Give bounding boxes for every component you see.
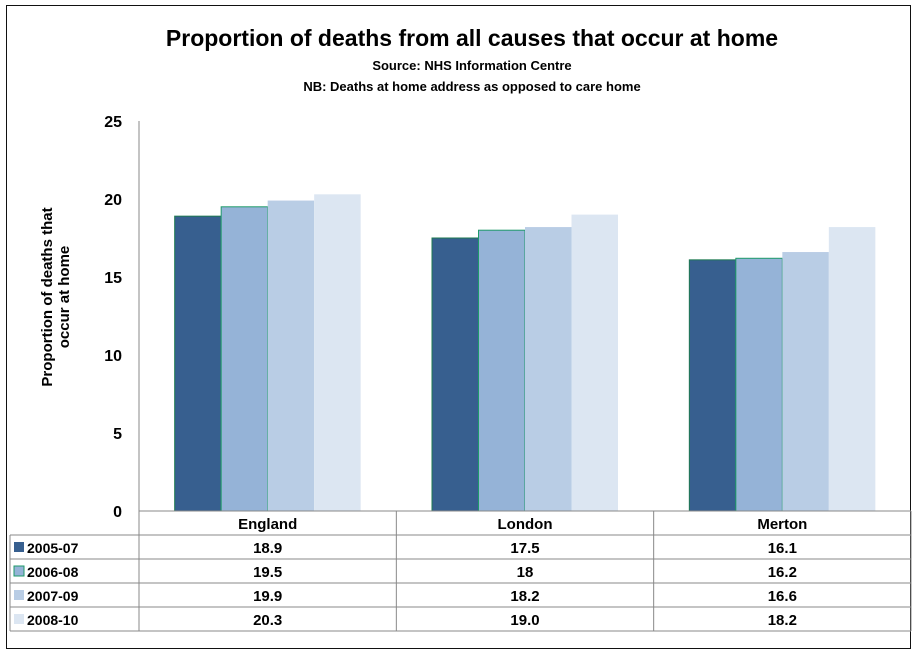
data-label: 18 [517,564,534,581]
legend-key [14,590,24,600]
data-label: 18.2 [768,612,797,629]
legend-key [14,614,24,624]
bar [782,252,829,512]
bar [525,227,572,511]
category-label: London [498,516,553,533]
category-label: Merton [757,516,807,533]
bar [571,214,618,511]
data-label: 16.6 [768,588,797,605]
chart-subtitle-note: NB: Deaths at home address as opposed to… [303,79,640,94]
chart-title: Proportion of deaths from all causes tha… [166,25,778,51]
data-label: 16.2 [768,564,797,581]
y-tick-label: 25 [104,114,122,131]
y-axis-label-line-1: Proportion of deaths that [39,207,56,386]
bar [828,227,876,511]
legend-label: 2008-10 [27,612,79,628]
y-tick-label: 20 [104,192,122,209]
bar [478,229,526,512]
bar [174,215,222,512]
data-label: 16.1 [768,540,797,557]
bar [220,206,269,512]
legend-label: 2006-08 [27,564,79,580]
legend-key [14,542,24,552]
chart-subtitle-source: Source: NHS Information Centre [372,58,571,73]
data-label: 17.5 [510,540,539,557]
data-label: 19.5 [253,564,282,581]
data-label: 20.3 [253,612,282,629]
y-tick-label: 15 [104,270,122,287]
bar [431,237,479,512]
bar [688,259,737,512]
data-label: 19.9 [253,588,282,605]
data-label: 18.9 [253,540,282,557]
legend-label: 2005-07 [27,540,79,556]
legend-key [13,565,25,577]
data-label: 18.2 [510,588,539,605]
y-tick-label: 5 [113,426,122,443]
data-label: 19.0 [510,612,539,629]
bar [735,257,783,512]
y-axis-label-line-2: occur at home [56,246,73,349]
y-tick-label: 0 [113,504,122,521]
legend-label: 2007-09 [27,588,79,604]
category-label: England [238,516,297,533]
y-tick-label: 10 [104,348,122,365]
bar [267,200,315,511]
bar [314,194,361,511]
